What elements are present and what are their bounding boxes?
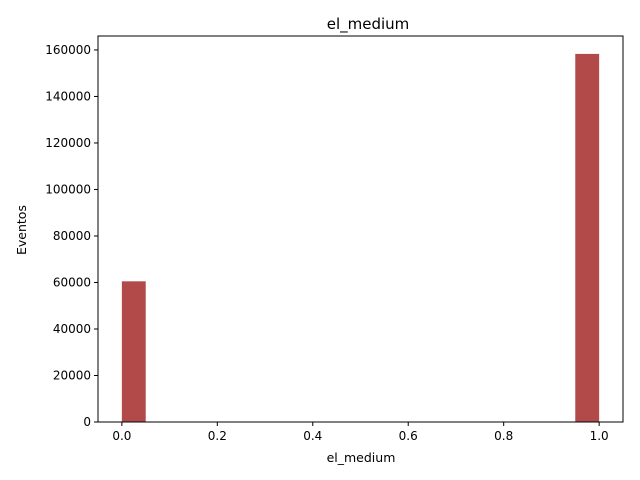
- x-tick-label: 1.0: [590, 429, 609, 443]
- chart-title: el_medium: [327, 15, 410, 34]
- y-tick-label: 120000: [45, 136, 91, 150]
- x-tick-label: 0.2: [208, 429, 227, 443]
- y-tick-label: 80000: [53, 229, 91, 243]
- histogram-bar-1: [575, 53, 600, 423]
- plot-frame: [97, 35, 624, 423]
- x-tick-label: 0.4: [303, 429, 322, 443]
- x-tick-label: 0.8: [494, 429, 513, 443]
- y-tick-label: 40000: [53, 322, 91, 336]
- y-tick-label: 20000: [53, 368, 91, 382]
- y-axis-ticks: 0 20000 40000 60000 80000 100000 120000 140000 1…: [45, 43, 98, 429]
- x-axis-label: el_medium: [327, 450, 396, 465]
- y-tick-label: 160000: [45, 43, 91, 57]
- x-tick-label: 0.6: [399, 429, 418, 443]
- y-tick-label: 0: [83, 415, 91, 429]
- bars-layer: [121, 53, 600, 423]
- x-axis-ticks: 0.0 0.2 0.4 0.6 0.8 1.0: [112, 422, 609, 443]
- x-tick-label: 0.0: [112, 429, 131, 443]
- y-tick-label: 140000: [45, 89, 91, 103]
- histogram-bar-0: [121, 281, 146, 422]
- y-tick-label: 60000: [53, 275, 91, 289]
- y-axis-label: Eventos: [14, 205, 29, 255]
- y-tick-label: 100000: [45, 182, 91, 196]
